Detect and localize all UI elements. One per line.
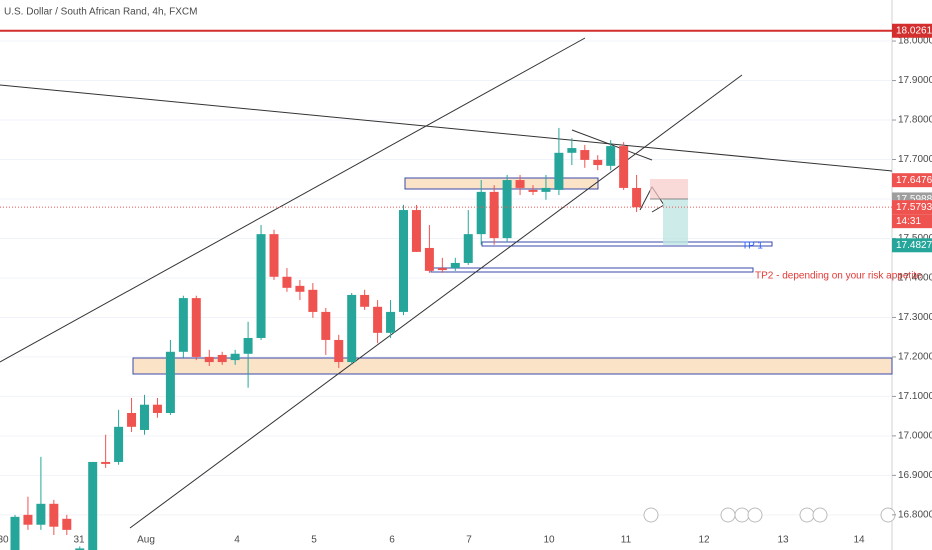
trendline [0,84,893,172]
price-tag [892,238,932,253]
candle-body [88,461,98,550]
x-tick-label: 5 [311,535,317,546]
candle-body [360,294,370,307]
drawings [0,37,896,529]
candle-body [101,461,111,464]
candle-body [114,426,124,462]
candle-body [36,503,46,525]
candle-body [515,180,525,188]
candle-body [75,548,85,550]
x-tick-label: 4 [234,535,240,546]
candle-body [295,285,305,292]
x-tick-label: Aug [137,535,155,546]
candle-body [10,516,20,550]
candle-body [554,152,564,190]
zone [481,241,773,247]
candle-body [580,150,590,160]
y-tick-label: 17.00000 [898,431,932,442]
zone [404,177,599,190]
x-tick-label: 13 [777,535,789,546]
candle-body [282,276,292,288]
target-zone [663,199,688,245]
x-tick-label: 7 [466,535,472,546]
candle-body [308,289,318,312]
price-tag [892,23,932,38]
candle-body [243,337,253,354]
candle-body [437,268,447,271]
candle-body [191,298,201,357]
price-tag-label: 17.64763 [896,175,932,186]
x-tick-label: 10 [543,535,555,546]
candle-body [411,210,421,252]
event-icons [643,507,896,523]
candle-body [567,148,577,153]
price-tag-label: 17.57930 [896,202,932,213]
candle-body [140,404,149,430]
candle-body [204,356,214,363]
annotation: TP2 - depending on your risk appetite [755,271,922,282]
chart-title: U.S. Dollar / South African Rand, 4h, FX… [4,7,197,18]
y-tick-label: 16.90000 [898,470,932,481]
candle-body [217,354,227,363]
candle-body [373,306,383,333]
annotation: TP 1 [742,241,763,252]
candle-body [489,191,499,239]
candle-body [178,298,188,352]
candle-body [62,518,72,530]
candle-body [463,234,473,263]
x-tick-label: 31 [73,535,85,546]
price-tag-label: 18.02613 [896,25,932,36]
candle-body [152,404,162,413]
y-tick-label: 16.80000 [898,510,932,521]
trendline [0,37,586,363]
candle-body [49,503,59,527]
candle-body [424,247,434,271]
y-tick-label: 17.90000 [898,75,932,86]
candle-body [127,412,137,427]
countdown: 14:31 [896,216,921,227]
zone [132,357,893,375]
y-tick-label: 17.20000 [898,352,932,363]
candle-body [450,262,460,269]
x-tick-label: 14 [853,535,865,546]
candle-body [165,351,175,413]
candle-body [347,294,357,363]
price-tag-label: 17.59887 [896,194,932,205]
trendline [129,74,743,529]
candle-body [619,146,629,188]
x-tick-label: 12 [698,535,710,546]
candle-body [269,234,279,277]
candle-body [230,353,240,361]
x-tick-label: 11 [621,535,632,546]
candle-body [593,159,603,166]
candle-body [256,234,266,338]
x-tick-label: 6 [389,535,395,546]
x-tick-label: 30 [0,535,9,546]
candle-body [386,311,396,333]
candle-body [632,187,642,208]
candle-body [502,180,512,239]
y-tick-label: 17.10000 [898,391,932,402]
candle-body [399,210,408,312]
price-tag-label: 17.48276 [896,240,932,251]
y-tick-label: 17.80000 [898,115,932,126]
candle-body [321,311,331,340]
candle-body [476,191,486,235]
price-tag [892,200,932,215]
pattern-line [571,129,653,161]
y-tick-label: 18.00000 [898,36,932,47]
y-tick-label: 17.70000 [898,154,932,165]
candle-body [541,187,551,192]
countdown-tag [892,214,932,229]
candle-body [528,189,538,192]
candle-body [334,339,344,363]
candle-body [606,146,616,166]
price-tag [892,173,932,188]
candle-body [23,514,33,525]
y-tick-label: 17.30000 [898,312,932,323]
stop-zone [650,179,688,199]
y-tick-label: 17.40000 [898,273,932,284]
